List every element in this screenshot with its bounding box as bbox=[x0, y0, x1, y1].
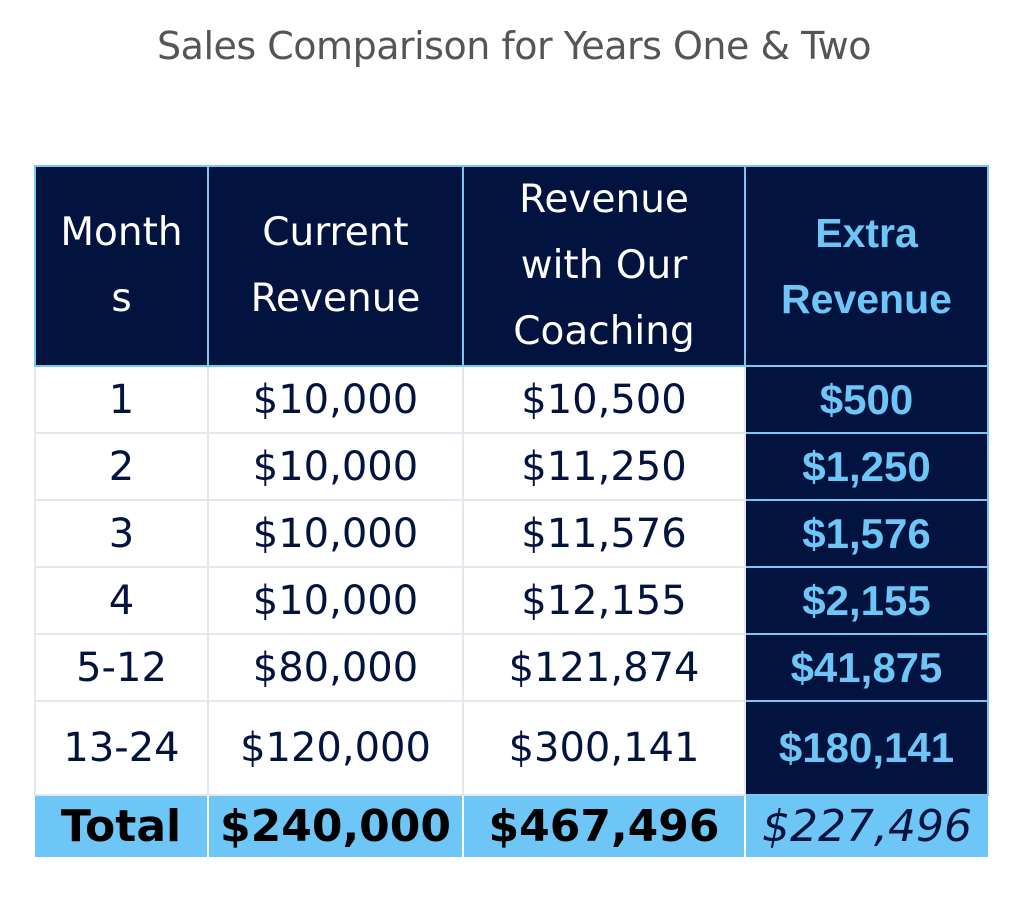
cell-extra-revenue: $1,250 bbox=[744, 432, 989, 501]
header-current-revenue: Current Revenue bbox=[207, 165, 464, 367]
cell-coaching-revenue: $11,576 bbox=[462, 499, 746, 568]
cell-extra-revenue: $180,141 bbox=[744, 700, 989, 796]
header-revenue-with-coaching: Revenue with Our Coaching bbox=[462, 165, 746, 367]
table-row: 2 $10,000 $11,250 $1,250 bbox=[34, 432, 989, 501]
header-line: Current bbox=[262, 210, 409, 255]
page-title: Sales Comparison for Years One & Two bbox=[157, 24, 871, 68]
table-row: 4 $10,000 $12,155 $2,155 bbox=[34, 566, 989, 635]
header-extra-revenue: Extra Revenue bbox=[744, 165, 989, 367]
cell-month: 2 bbox=[34, 432, 209, 501]
header-line: s bbox=[111, 276, 132, 321]
sales-comparison-table: Month s Current Revenue Revenue with Our… bbox=[34, 165, 989, 857]
cell-month: 4 bbox=[34, 566, 209, 635]
cell-current-revenue: $80,000 bbox=[207, 633, 464, 702]
cell-coaching-revenue: $300,141 bbox=[462, 700, 746, 796]
cell-month: 3 bbox=[34, 499, 209, 568]
cell-current-revenue: $120,000 bbox=[207, 700, 464, 796]
header-line: Extra bbox=[815, 210, 918, 256]
header-line: Coaching bbox=[513, 309, 695, 354]
table-row: 1 $10,000 $10,500 $500 bbox=[34, 365, 989, 434]
table-row: 3 $10,000 $11,576 $1,576 bbox=[34, 499, 989, 568]
header-line: Month bbox=[60, 210, 183, 255]
cell-current-revenue: $10,000 bbox=[207, 365, 464, 434]
total-current-revenue: $240,000 bbox=[207, 794, 464, 857]
cell-coaching-revenue: $11,250 bbox=[462, 432, 746, 501]
cell-extra-revenue: $1,576 bbox=[744, 499, 989, 568]
cell-current-revenue: $10,000 bbox=[207, 566, 464, 635]
cell-month: 5-12 bbox=[34, 633, 209, 702]
cell-month: 13-24 bbox=[34, 700, 209, 796]
cell-current-revenue: $10,000 bbox=[207, 432, 464, 501]
header-line: Revenue bbox=[519, 177, 689, 222]
total-row: Total $240,000 $467,496 $227,496 bbox=[35, 794, 988, 857]
total-extra-revenue: $227,496 bbox=[744, 794, 988, 857]
cell-current-revenue: $10,000 bbox=[207, 499, 464, 568]
table-row: 5-12 $80,000 $121,874 $41,875 bbox=[34, 633, 989, 702]
cell-coaching-revenue: $121,874 bbox=[462, 633, 746, 702]
header-row: Month s Current Revenue Revenue with Our… bbox=[34, 165, 989, 367]
header-line: Revenue bbox=[781, 276, 952, 322]
header-line: with Our bbox=[520, 243, 688, 288]
total-coaching-revenue: $467,496 bbox=[462, 794, 746, 857]
cell-extra-revenue: $500 bbox=[744, 365, 989, 434]
table-row: 13-24 $120,000 $300,141 $180,141 bbox=[34, 700, 989, 796]
header-line: Revenue bbox=[250, 276, 421, 321]
total-label: Total bbox=[35, 794, 209, 857]
cell-coaching-revenue: $10,500 bbox=[462, 365, 746, 434]
cell-coaching-revenue: $12,155 bbox=[462, 566, 746, 635]
header-months: Month s bbox=[34, 165, 209, 367]
cell-month: 1 bbox=[34, 365, 209, 434]
cell-extra-revenue: $41,875 bbox=[744, 633, 989, 702]
cell-extra-revenue: $2,155 bbox=[744, 566, 989, 635]
